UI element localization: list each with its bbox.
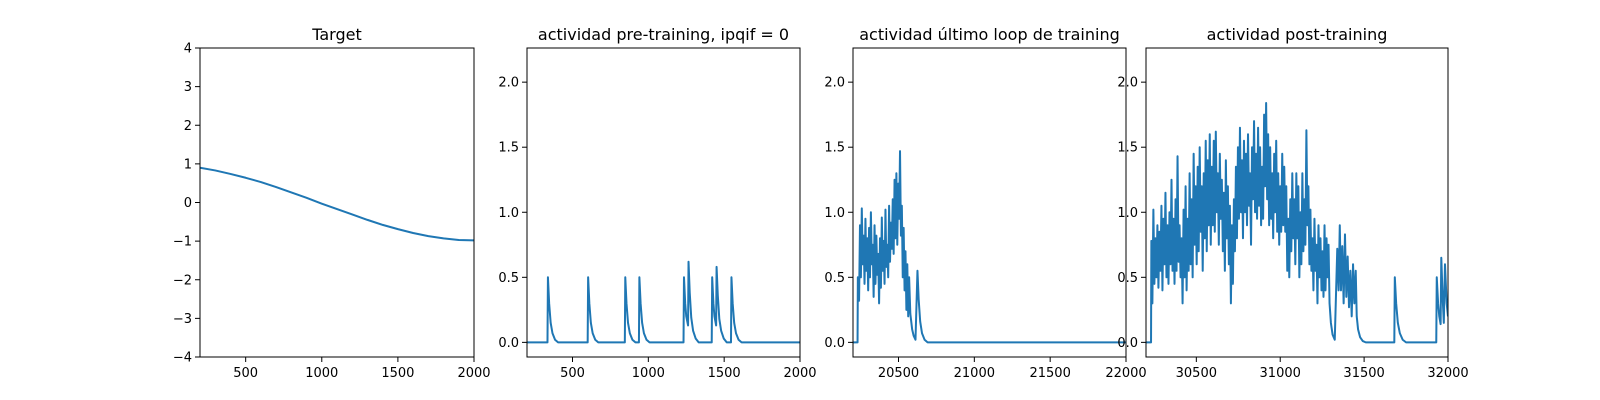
series-line-0 (200, 166, 474, 242)
x-tick-label: 20500 (878, 366, 919, 381)
y-tick-label: 1.5 (824, 141, 845, 156)
x-tick-label: 2000 (783, 366, 816, 381)
x-tick-label: 1000 (632, 366, 665, 381)
y-tick-label: 3 (184, 80, 192, 95)
y-tick-label: 0.0 (498, 336, 519, 351)
y-tick-label: −2 (173, 273, 192, 288)
panel-pre-training: actividad pre-training, ipqif = 0 500 100… (498, 25, 816, 381)
y-tick-label: −4 (173, 351, 192, 366)
y-tick-label: 0 (184, 196, 192, 211)
y-tick-label: −3 (173, 312, 192, 327)
y-tick-label: 0.5 (498, 271, 519, 286)
y-tick-label: 1.0 (498, 206, 519, 221)
x-tick-label: 2000 (457, 366, 490, 381)
y-tick-label: 0.5 (824, 271, 845, 286)
y-tick-label: 1.0 (1117, 206, 1138, 221)
x-tick-label: 21500 (1029, 366, 1070, 381)
y-tick-label: 0.0 (824, 336, 845, 351)
series-line-0 (527, 260, 800, 344)
x-tick-label: 22000 (1105, 366, 1146, 381)
y-tick-label: 1.5 (498, 141, 519, 156)
x-tick-label: 30500 (1176, 366, 1217, 381)
panel-last-training-loop: actividad último loop de training 20500 2… (824, 25, 1146, 381)
x-tick-label: 1000 (305, 366, 338, 381)
y-tick-label: 0.0 (1117, 336, 1138, 351)
panel-pre-training-title: actividad pre-training, ipqif = 0 (538, 25, 789, 44)
y-tick-label: 1.0 (824, 206, 845, 221)
panel-post-training: actividad post-training 30500 31000 31500 3… (1117, 25, 1468, 381)
axes-frame (526, 47, 801, 358)
y-tick-label: 0.5 (1117, 271, 1138, 286)
y-tick-label: 2.0 (824, 76, 845, 91)
panel-target-title: Target (311, 25, 362, 44)
x-tick-label: 500 (560, 366, 585, 381)
x-tick-label: 1500 (708, 366, 741, 381)
series-line-0 (1146, 101, 1448, 344)
y-tick-label: −1 (173, 235, 192, 250)
axes-frame (852, 47, 1127, 358)
panel-target: Target 500 1000 1500 2000 −4 −3 −2 −1 0 1 2 3 4 (173, 25, 491, 381)
x-tick-label: 21000 (954, 366, 995, 381)
y-tick-label: 1.5 (1117, 141, 1138, 156)
panel-post-training-title: actividad post-training (1207, 25, 1388, 44)
x-tick-label: 32000 (1427, 366, 1468, 381)
x-tick-label: 500 (233, 366, 258, 381)
y-tick-label: 2 (184, 119, 192, 134)
y-tick-label: 2.0 (1117, 76, 1138, 91)
y-tick-label: 1 (184, 157, 192, 172)
series-line-0 (853, 150, 1126, 344)
x-tick-label: 1500 (381, 366, 414, 381)
x-tick-label: 31000 (1260, 366, 1301, 381)
y-tick-label: 4 (184, 42, 192, 57)
x-tick-label: 31500 (1343, 366, 1384, 381)
panel-last-training-loop-title: actividad último loop de training (859, 25, 1120, 44)
y-tick-label: 2.0 (498, 76, 519, 91)
axes-frame (1145, 47, 1449, 358)
